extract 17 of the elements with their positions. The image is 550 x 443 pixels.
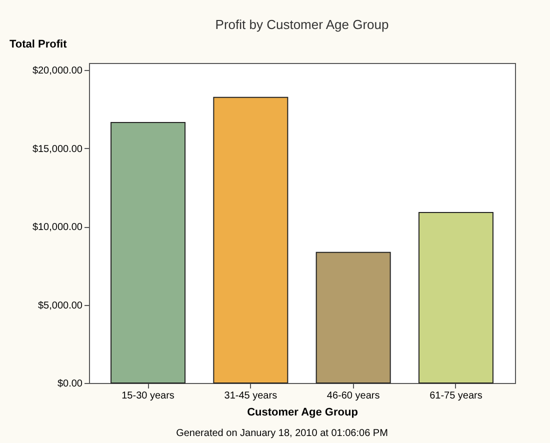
y-tick-label: $5,000.00 — [38, 300, 83, 312]
bar — [418, 212, 494, 384]
bar — [213, 96, 288, 384]
x-tick-label: 46-60 years — [326, 390, 380, 402]
y-tick-label: $15,000.00 — [32, 144, 83, 155]
x-tick-label: 31-45 years — [224, 390, 278, 402]
y-tick-label: $20,000.00 — [32, 66, 83, 77]
text: Generated on January 18, 2010 at 01:06:06 PM — [176, 428, 388, 439]
chart-title: Profit by Customer Age Group — [215, 17, 389, 32]
x-axis-title: Customer Age Group — [247, 406, 358, 418]
bar — [110, 122, 186, 384]
y-tick-label: $10,000.00 — [32, 222, 83, 234]
x-tick-label: 61-75 years — [430, 390, 482, 402]
y-tick-label: $0.00 — [57, 378, 83, 390]
x-tick-label: 15-30 years — [122, 390, 174, 402]
bar — [316, 252, 391, 384]
y-axis-title: Total Profit — [10, 38, 68, 50]
